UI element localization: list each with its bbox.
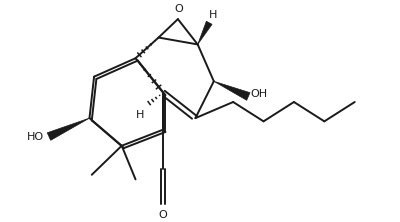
Text: OH: OH [251, 89, 268, 99]
Polygon shape [198, 21, 212, 44]
Polygon shape [47, 118, 90, 140]
Text: O: O [174, 4, 183, 14]
Text: O: O [159, 210, 168, 220]
Text: HO: HO [27, 132, 44, 142]
Polygon shape [214, 81, 250, 100]
Text: H: H [209, 10, 217, 20]
Text: H: H [136, 110, 144, 120]
